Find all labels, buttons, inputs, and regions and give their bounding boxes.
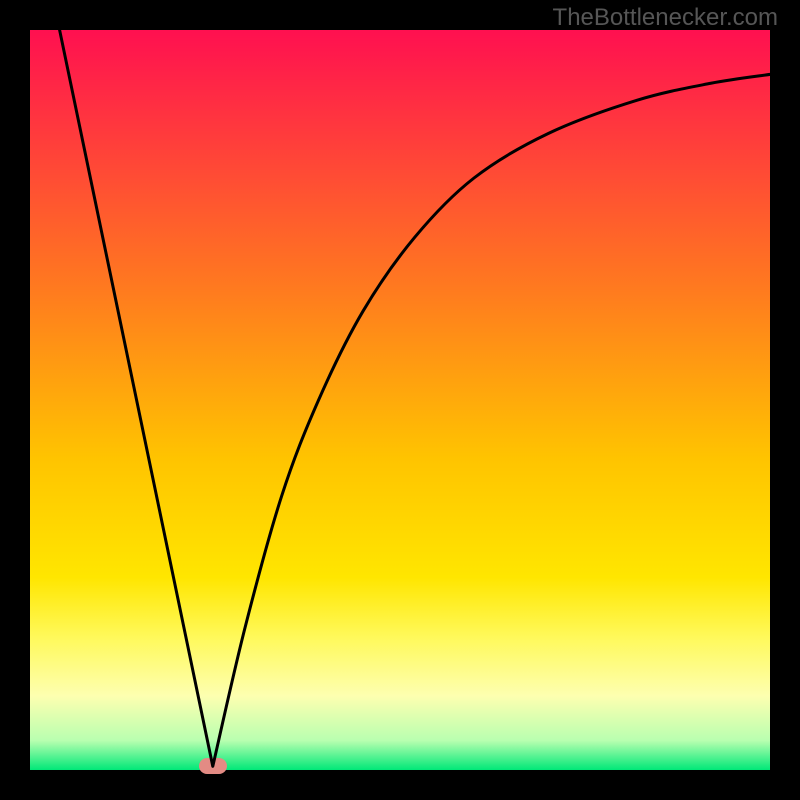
chart-container: { "watermark": { "text": "TheBottlenecke…: [0, 0, 800, 800]
watermark-text: TheBottlenecker.com: [553, 4, 778, 32]
plot-area: [30, 30, 770, 770]
performance-curve: [30, 30, 770, 770]
